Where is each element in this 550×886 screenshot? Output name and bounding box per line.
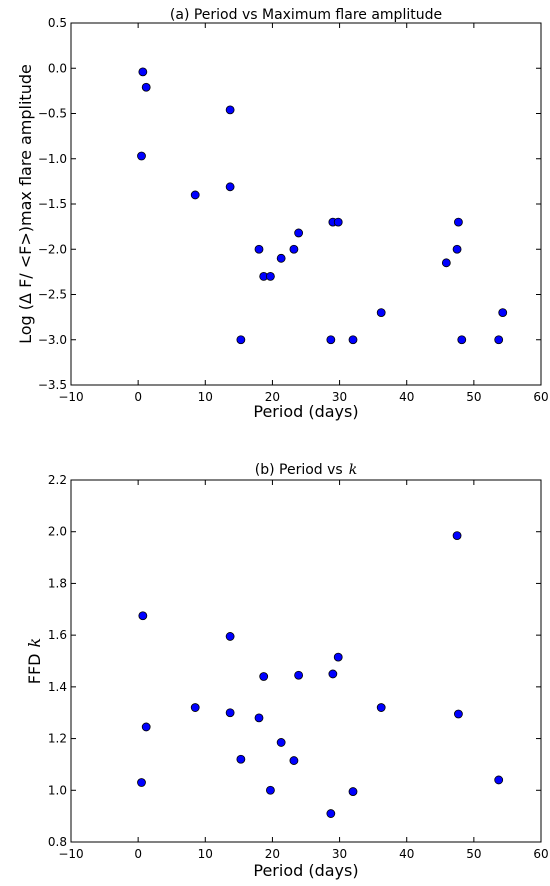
chart-panel-a: (a) Period vs Maximum flare amplitude −1… (16, 7, 549, 421)
chart-a-data-point (454, 217, 463, 227)
chart-a-data-point (333, 217, 343, 227)
chart-a-y-tick-label: 0.0 (48, 61, 67, 75)
chart-b-data-point (294, 670, 304, 680)
chart-b-plot-frame (70, 479, 542, 843)
chart-b-data-point (326, 809, 336, 818)
chart-a-data-point (137, 151, 146, 161)
chart-a-y-tick-label: −2.5 (38, 288, 67, 302)
chart-b-x-tick-label: 40 (399, 847, 414, 861)
chart-b-data-point (348, 787, 358, 796)
chart-a-x-tick-label: 0 (134, 390, 142, 404)
chart-a-data-point (141, 82, 151, 92)
chart-b-data-point (276, 738, 286, 747)
chart-a-data-point (441, 258, 451, 268)
chart-a-y-tick-label: −3.5 (38, 378, 67, 392)
chart-a-x-tick-label: 60 (533, 390, 548, 404)
chart-b-ticks: −10 0 10 20 30 40 50 60 2.2 2.0 1.8 1.6 1.4 1.2 1.0 0.8 (48, 473, 549, 861)
chart-b-data-point (138, 611, 148, 621)
chart-b-points (137, 531, 504, 818)
chart-b-x-tick-label: 20 (265, 847, 280, 861)
chart-a-y-tick-label: −1.5 (38, 197, 67, 211)
chart-b-data-point (236, 754, 246, 764)
chart-a-data-point (225, 105, 235, 115)
chart-a-data-point (190, 190, 200, 200)
chart-a-data-point (138, 67, 148, 77)
chart-a-data-point (457, 335, 467, 345)
chart-b-data-point (141, 722, 151, 732)
chart-b-data-point (494, 775, 504, 785)
chart-a-data-point (348, 335, 358, 345)
chart-a-data-point (498, 308, 508, 318)
chart-b-x-axis-label: Period (days) (253, 861, 358, 880)
chart-a-x-tick-label: −10 (58, 390, 83, 404)
chart-b-title: (b) Period vs k (255, 462, 357, 478)
chart-b-x-tick-label: 10 (198, 847, 213, 861)
chart-b-data-point (376, 703, 386, 712)
chart-b-data-point (137, 778, 146, 787)
chart-a-y-tick-label: −2.0 (38, 242, 67, 256)
chart-b-data-point (266, 785, 275, 795)
chart-a-y-tick-label: 0.5 (48, 16, 67, 30)
chart-a-x-tick-label: 50 (466, 390, 481, 404)
chart-b-y-tick-label: 1.2 (48, 732, 67, 746)
chart-b-x-tick-label: 50 (466, 847, 481, 861)
chart-b-y-tick-label: 2.0 (48, 525, 67, 539)
chart-a-y-tick-label: −0.5 (38, 107, 67, 121)
chart-b-data-point (190, 703, 200, 712)
chart-b-y-tick-label: 1.4 (48, 680, 67, 694)
chart-b-x-tick-label: 60 (533, 847, 548, 861)
chart-a-data-point (266, 271, 275, 281)
chart-b-y-axis-label: FFD k (25, 638, 44, 684)
chart-b-x-tick-label: −10 (58, 847, 83, 861)
chart-b-x-tick-label: 0 (134, 847, 142, 861)
chart-b-y-tick-label: 1.0 (48, 783, 67, 797)
chart-b-data-point (225, 632, 235, 641)
chart-b-x-tick-label: 30 (332, 847, 347, 861)
chart-b-data-point (333, 652, 343, 662)
chart-a-data-point (276, 253, 286, 263)
chart-a-data-point (254, 244, 264, 254)
chart-b-y-axis-label-text: FFD (25, 653, 44, 684)
chart-a-ticks: −10 0 10 20 30 40 50 60 0.5 0.0 −0.5 −1.0 −1.5 −2.0 −2… (38, 16, 549, 404)
chart-a-points (137, 67, 508, 345)
chart-b-data-point (289, 756, 299, 765)
chart-a-plot-frame (70, 22, 542, 386)
chart-a-data-point (326, 335, 336, 345)
chart-a-x-tick-label: 40 (399, 390, 414, 404)
chart-a-y-tick-label: −1.0 (38, 152, 67, 166)
chart-a-x-tick-label: 10 (198, 390, 213, 404)
chart-b-y-tick-label: 1.6 (48, 628, 67, 642)
chart-b-y-axis-label-symbol: k (25, 638, 44, 648)
chart-b-title-text: (b) Period vs (255, 462, 343, 478)
chart-b-y-tick-label: 0.8 (48, 835, 67, 849)
chart-b-data-point (452, 531, 462, 540)
chart-a-x-tick-label: 20 (265, 390, 280, 404)
chart-a-data-point (225, 182, 235, 192)
chart-b-y-tick-label: 2.2 (48, 473, 67, 487)
chart-b-data-point (259, 672, 269, 681)
chart-b-data-point (328, 669, 338, 679)
chart-a-data-point (236, 335, 246, 345)
chart-a-y-tick-label: −3.0 (38, 333, 67, 347)
chart-panel-b: (b) Period vs k −10 0 10 20 30 40 50 60 2.2 2.0 1.8… (25, 462, 549, 880)
chart-b-data-point (225, 708, 235, 718)
chart-a-data-point (452, 244, 462, 254)
chart-b-y-tick-label: 1.8 (48, 576, 67, 590)
chart-b-data-point (254, 713, 264, 723)
chart-a-data-point (376, 308, 386, 318)
chart-a-data-point (294, 228, 304, 238)
chart-a-data-point (494, 335, 504, 345)
chart-b-data-point (454, 709, 463, 719)
chart-b-title-symbol: k (349, 462, 357, 478)
chart-a-title: (a) Period vs Maximum flare amplitude (170, 7, 442, 23)
chart-a-x-tick-label: 30 (332, 390, 347, 404)
chart-a-y-axis-label: Log (Δ F/ <F>)max flare amplitude (16, 64, 35, 344)
chart-a-x-axis-label: Period (days) (253, 402, 358, 421)
chart-a-data-point (289, 244, 299, 254)
